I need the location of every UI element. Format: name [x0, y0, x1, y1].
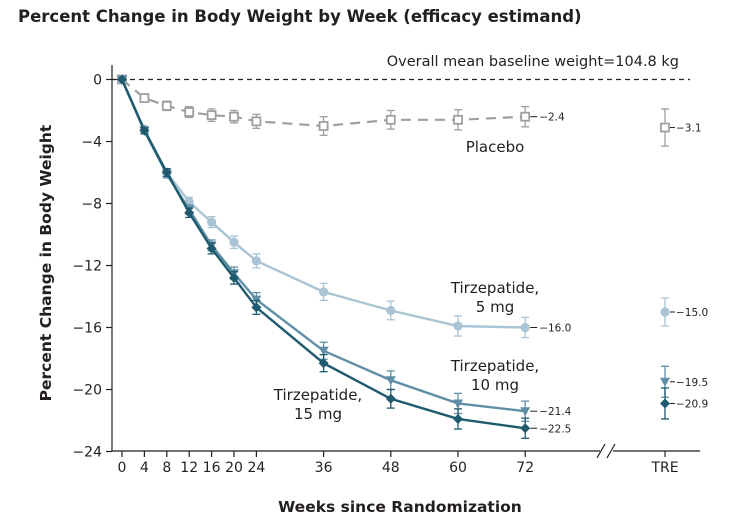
- y-tick-label: −8: [81, 197, 102, 213]
- series-layer: −2.4 −3.1 −16.0 −15.0 −21.4 −19.5 −22.5 −20.9: [117, 74, 708, 439]
- data-point: [206, 243, 217, 254]
- tre-value-label: −20.9: [676, 398, 708, 410]
- series-name-line: Tirzepatide,: [273, 386, 362, 404]
- x-tick-label: 12: [180, 460, 198, 476]
- data-point: [184, 107, 195, 117]
- tre-value-label: −15.0: [676, 307, 708, 319]
- data-point: [318, 121, 329, 131]
- x-tick-label: 36: [315, 460, 333, 476]
- data-point: [453, 413, 463, 424]
- chart-title: Percent Change in Body Weight by Week (e…: [18, 7, 582, 26]
- data-point: [385, 376, 396, 386]
- data-point: [318, 358, 329, 369]
- series-3: −22.5 −20.9: [117, 74, 708, 439]
- x-tick-label: 24: [247, 460, 265, 476]
- data-point: [161, 167, 172, 178]
- tre-data-point: [660, 398, 670, 409]
- end-value-label: −2.4: [539, 112, 565, 124]
- data-point: [117, 74, 127, 85]
- data-point: [319, 287, 329, 297]
- x-tick-label: 60: [449, 460, 467, 476]
- x-tick-label: 48: [382, 460, 400, 476]
- y-tick-label: −24: [72, 445, 102, 461]
- y-tick-label: −20: [72, 383, 102, 399]
- data-point: [453, 321, 463, 331]
- y-tick-label: −4: [81, 135, 102, 151]
- axes: 0−4−8−12−16−20−240 4 8 12 16 20 24 36 48 60 72 TRE: [72, 65, 700, 476]
- series-0: −2.4 −3.1: [117, 74, 702, 147]
- data-point: [184, 207, 195, 218]
- data-point: [139, 125, 150, 136]
- y-tick-label: 0: [93, 73, 102, 89]
- series-name-line: 10 mg: [471, 376, 519, 394]
- axis-break-mark: [606, 443, 616, 459]
- x-tick-label: 20: [225, 460, 243, 476]
- axis-break-mark: [596, 443, 606, 459]
- data-point: [385, 114, 396, 125]
- tre-value-label: −3.1: [676, 123, 702, 135]
- data-point: [251, 256, 261, 266]
- data-point: [251, 116, 262, 127]
- end-value-label: −21.4: [539, 406, 571, 418]
- series-name-line: Placebo: [466, 138, 525, 156]
- data-point: [318, 346, 329, 356]
- series-name-label: Tirzepatide, 10 mg: [450, 357, 539, 394]
- series-name-line: Tirzepatide,: [450, 357, 539, 375]
- data-point: [229, 237, 239, 247]
- data-point: [453, 114, 463, 125]
- x-tick-label: 8: [162, 460, 171, 476]
- data-point: [229, 272, 239, 283]
- tre-data-point: [660, 122, 670, 133]
- series-name-label: Tirzepatide, 15 mg: [273, 386, 362, 423]
- series-name-label: Tirzepatide, 5 mg: [450, 279, 539, 316]
- data-point: [161, 100, 172, 111]
- tre-value-label: −19.5: [676, 377, 708, 389]
- series-name-line: Tirzepatide,: [450, 279, 539, 297]
- series-name-label: Placebo: [466, 138, 525, 156]
- data-point: [520, 407, 531, 417]
- x-tick-label: 4: [140, 460, 149, 476]
- baseline-weight-note: Overall mean baseline weight=104.8 kg: [387, 54, 679, 70]
- y-tick-label: −16: [72, 321, 102, 337]
- data-point: [520, 322, 530, 333]
- end-value-label: −16.0: [539, 323, 571, 335]
- series-name-line: 15 mg: [294, 405, 342, 423]
- data-point: [386, 305, 396, 316]
- data-point: [520, 423, 531, 434]
- x-tick-label-tre: TRE: [650, 460, 678, 476]
- data-point: [251, 302, 262, 313]
- data-point: [229, 111, 239, 122]
- tre-data-point: [660, 377, 670, 387]
- x-tick-label: 16: [203, 460, 221, 476]
- y-axis-title: Percent Change in Body Weight: [37, 124, 55, 401]
- data-point: [206, 110, 217, 121]
- tre-data-point: [660, 307, 670, 317]
- series-name-line: 5 mg: [476, 298, 514, 316]
- x-tick-label: 0: [118, 460, 127, 476]
- data-point: [139, 93, 150, 103]
- y-tick-label: −12: [72, 259, 102, 275]
- x-axis-title: Weeks since Randomization: [278, 498, 522, 516]
- data-point: [207, 217, 217, 227]
- end-value-label: −22.5: [539, 423, 571, 435]
- data-point: [385, 393, 396, 404]
- x-tick-label: 72: [516, 460, 534, 476]
- data-point: [520, 111, 531, 122]
- data-point: [453, 399, 463, 409]
- series-2: −21.4 −19.5: [117, 75, 708, 422]
